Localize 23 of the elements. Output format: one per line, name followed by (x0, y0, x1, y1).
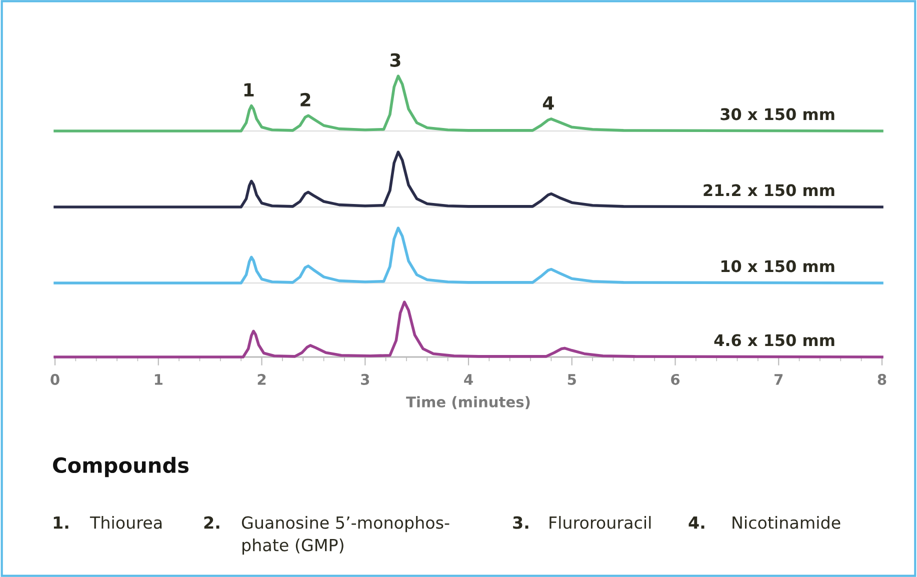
x-tick-label: 4 (464, 374, 473, 385)
series-label: 4.6 x 150 mm (714, 334, 834, 346)
x-tick-label: 5 (568, 374, 576, 385)
series-label: 10 x 150 mm (721, 260, 834, 272)
x-tick-label: 0 (50, 374, 60, 385)
x-tick-label: 3 (361, 374, 370, 385)
x-tick-label: 8 (878, 374, 886, 385)
text: 1. Thiourea (54, 516, 162, 529)
annotation: 4 (542, 96, 554, 110)
text: Compounds (53, 456, 189, 478)
series-label: 21.2 x 150 mm (704, 184, 834, 196)
x-tick-label: 6 (671, 374, 680, 385)
text: 4. Nicotinamide (688, 516, 840, 529)
x-axis-title: Time (minutes) (406, 396, 530, 410)
text: 2. Guanosine 5’-monophos- phate (GMP) (204, 516, 450, 555)
annotation: 1 (244, 83, 254, 96)
annotation: 2 (300, 92, 310, 106)
x-tick-label: 2 (258, 374, 266, 385)
annotation: 3 (390, 53, 400, 67)
text: 3. Flurorouracil (513, 516, 651, 529)
series-label: 30 x 150 mm (720, 108, 834, 120)
x-tick-label: 1 (154, 374, 162, 385)
x-tick-label: 7 (774, 374, 783, 385)
